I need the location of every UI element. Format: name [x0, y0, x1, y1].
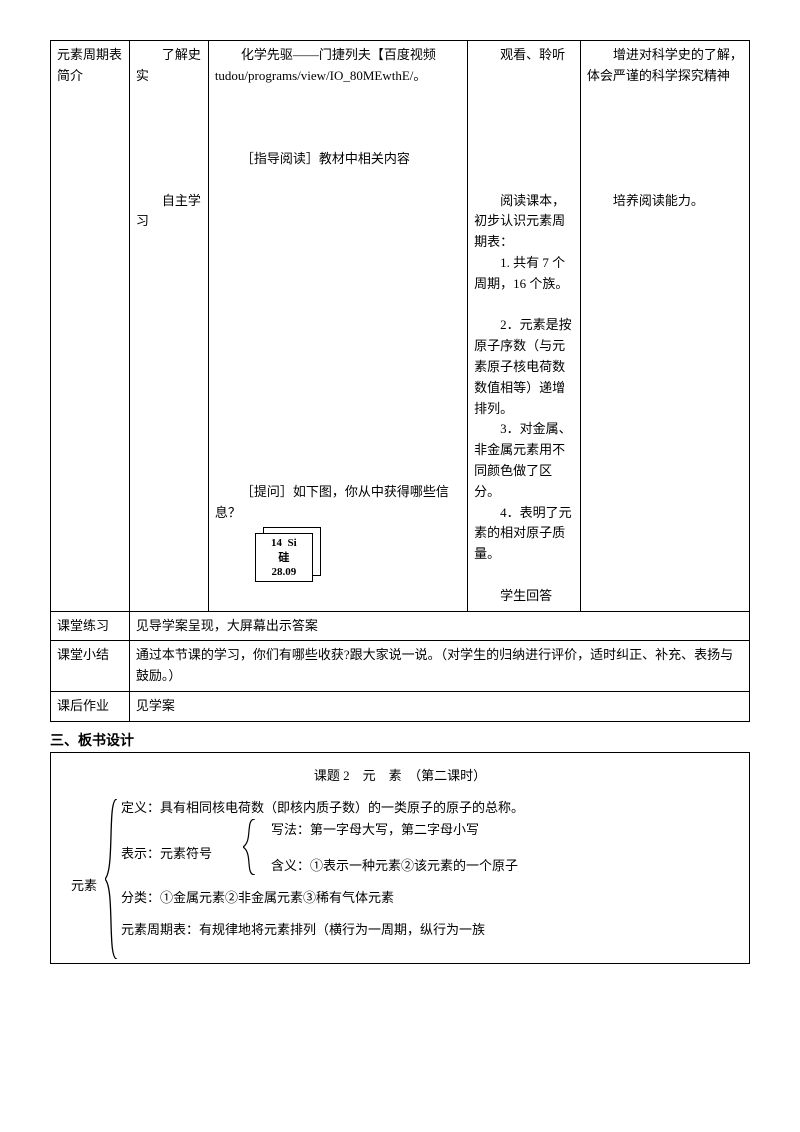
si-name: 硅	[278, 552, 289, 564]
student-answer: 学生回答	[474, 586, 574, 607]
element-cube: 14 Si 硅 28.09	[255, 527, 461, 587]
student-pt3: 3．对金属、非金属元素用不同颜色做了区分。	[474, 419, 574, 502]
student-watch: 观看、聆听	[474, 45, 574, 66]
student-pt2: 2．元素是按原子序数（与元素原子核电荷数数值相等）递增排列。	[474, 315, 574, 419]
cell-label: 课堂练习	[51, 611, 130, 641]
cube-front: 14 Si 硅 28.09	[255, 533, 313, 582]
tree-meaning: 含义：①表示一种元素②该元素的一个原子	[271, 853, 739, 879]
intent-2: 培养阅读能力。	[587, 191, 743, 212]
activity-reading: ［指导阅读］教材中相关内容	[215, 149, 461, 170]
method-2: 自主学习	[136, 191, 202, 233]
student-read: 阅读课本，初步认识元素周期表：	[474, 191, 574, 253]
board-title: 课题 2 元 素 （第二课时）	[61, 763, 739, 789]
tree-writing: 写法：第一字母大写，第二字母小写	[271, 817, 739, 843]
cell-content: 见学案	[129, 691, 749, 721]
tree-classify: 分类：①金属元素②非金属元素③稀有气体元素	[121, 885, 739, 911]
cell-teacher-activity: 化学先驱——门捷列夫【百度视频 tudou/programs/view/IO_8…	[208, 41, 467, 612]
cell-topic: 元素周期表简介	[51, 41, 130, 612]
cell-intent: 增进对科学史的了解，体会严谨的科学探究精神 培养阅读能力。	[580, 41, 749, 612]
lesson-plan-table: 元素周期表简介 了解史实 自主学习 化学先驱——门捷列夫【百度视频 tudou/…	[50, 40, 750, 722]
intent-1: 增进对科学史的了解，体会严谨的科学探究精神	[587, 45, 743, 87]
table-row: 课堂练习 见导学案呈现，大屏幕出示答案	[51, 611, 750, 641]
concept-tree: 元素 定义：具有相同核电荷数（即核内质子数）的一类原子的原子的总称。 表示：元素…	[61, 795, 739, 943]
section-heading-board: 三、板书设计	[50, 730, 750, 750]
brace-icon	[105, 799, 119, 959]
activity-video-path: tudou/programs/view/IO_80MEwthE/。	[215, 66, 461, 87]
tree-root-label: 元素	[71, 873, 97, 899]
method-1: 了解史实	[136, 45, 202, 87]
cell-content: 见导学案呈现，大屏幕出示答案	[129, 611, 749, 641]
si-num: 14	[271, 537, 282, 549]
table-row: 课堂小结 通过本节课的学习，你们有哪些收获?跟大家说一说。（对学生的归纳进行评价…	[51, 641, 750, 692]
si-mass: 28.09	[271, 566, 296, 578]
tree-represent-label: 表示：元素符号	[121, 841, 212, 867]
board-design-box: 课题 2 元 素 （第二课时） 元素 定义：具有相同核电荷数（即核内质子数）的一…	[50, 752, 750, 964]
student-pt1: 1. 共有 7 个周期，16 个族。	[474, 253, 574, 295]
student-pt4: 4．表明了元素的相对原子质量。	[474, 503, 574, 565]
brace-icon	[243, 819, 257, 875]
cell-student-activity: 观看、聆听 阅读课本，初步认识元素周期表： 1. 共有 7 个周期，16 个族。…	[468, 41, 581, 612]
si-sym: Si	[287, 537, 296, 549]
cell-label: 课后作业	[51, 691, 130, 721]
activity-video-title: 化学先驱——门捷列夫【百度视频	[215, 45, 461, 66]
table-row: 元素周期表简介 了解史实 自主学习 化学先驱——门捷列夫【百度视频 tudou/…	[51, 41, 750, 612]
table-row: 课后作业 见学案	[51, 691, 750, 721]
activity-question: ［提问］如下图，你从中获得哪些信息？	[215, 482, 461, 524]
cell-content: 通过本节课的学习，你们有哪些收获?跟大家说一说。（对学生的归纳进行评价，适时纠正…	[129, 641, 749, 692]
cell-method: 了解史实 自主学习	[129, 41, 208, 612]
cell-label: 课堂小结	[51, 641, 130, 692]
tree-periodic: 元素周期表：有规律地将元素排列（横行为一周期，纵行为一族	[121, 917, 739, 943]
